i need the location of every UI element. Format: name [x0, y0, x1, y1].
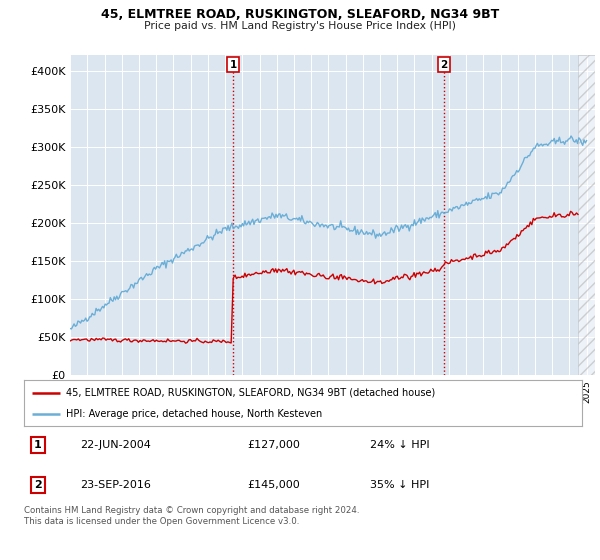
- Text: 2: 2: [34, 480, 42, 490]
- Text: Price paid vs. HM Land Registry's House Price Index (HPI): Price paid vs. HM Land Registry's House …: [144, 21, 456, 31]
- Text: £127,000: £127,000: [247, 440, 300, 450]
- Text: 1: 1: [34, 440, 42, 450]
- Text: 23-SEP-2016: 23-SEP-2016: [80, 480, 151, 490]
- Text: 1: 1: [230, 59, 237, 69]
- Text: 45, ELMTREE ROAD, RUSKINGTON, SLEAFORD, NG34 9BT (detached house): 45, ELMTREE ROAD, RUSKINGTON, SLEAFORD, …: [66, 388, 435, 398]
- Text: Contains HM Land Registry data © Crown copyright and database right 2024.
This d: Contains HM Land Registry data © Crown c…: [24, 506, 359, 526]
- Text: 35% ↓ HPI: 35% ↓ HPI: [370, 480, 430, 490]
- Text: 2: 2: [440, 59, 448, 69]
- Text: 24% ↓ HPI: 24% ↓ HPI: [370, 440, 430, 450]
- Bar: [578, 55, 595, 375]
- Text: HPI: Average price, detached house, North Kesteven: HPI: Average price, detached house, Nort…: [66, 409, 322, 419]
- Text: £145,000: £145,000: [247, 480, 300, 490]
- Text: 22-JUN-2004: 22-JUN-2004: [80, 440, 151, 450]
- Text: 45, ELMTREE ROAD, RUSKINGTON, SLEAFORD, NG34 9BT: 45, ELMTREE ROAD, RUSKINGTON, SLEAFORD, …: [101, 8, 499, 21]
